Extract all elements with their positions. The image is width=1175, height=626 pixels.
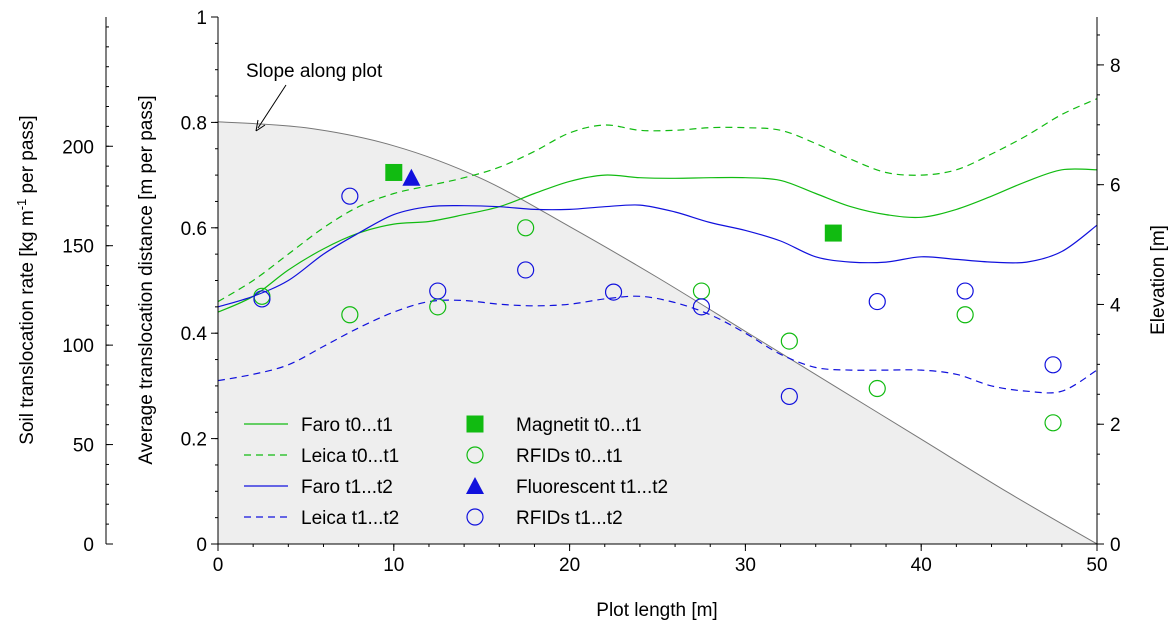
outer-tick-label: 50: [73, 436, 94, 457]
series-7-point-2: [429, 282, 447, 300]
legend-item-2: Faro t1...t2: [244, 477, 393, 498]
series-2: [217, 204, 1098, 308]
series-5-point-1: [341, 306, 359, 324]
series-4: [385, 163, 842, 242]
series-7-point-7: [868, 292, 886, 311]
right-tick-label: 2: [1110, 415, 1121, 436]
slope-annotation: Slope along plot: [246, 61, 383, 82]
x-tick-label: 0: [213, 555, 224, 576]
legend-symbol-6: [466, 477, 484, 494]
series-7-point-9: [1044, 356, 1062, 374]
legend-item-4: Magnetit t0...t1: [466, 415, 642, 436]
annotation-arrow-head: [255, 119, 266, 132]
series-7-point-3: [517, 261, 535, 279]
legend-item-3: Leica t1...t2: [244, 508, 399, 529]
legend-symbol-5: [466, 446, 484, 464]
outer-tick-label: 200: [62, 137, 94, 158]
series-6-point-0: [402, 168, 421, 186]
legend-symbol-4: [466, 415, 484, 433]
right-axis-title: Elevation [m]: [1148, 225, 1169, 335]
series-6: [402, 168, 421, 186]
series-layer: [217, 98, 1098, 432]
legend-item-1: Leica t0...t1: [244, 446, 399, 467]
y-tick-label: 0.8: [181, 113, 207, 134]
series-7-point-8: [956, 282, 974, 300]
slope-line: [217, 121, 1098, 545]
series-7-point-4: [604, 283, 623, 301]
legend-label-5: RFIDs t0...t1: [516, 446, 623, 467]
outer-axis-title-b: per pass]: [17, 115, 38, 198]
legend-label-3: Leica t1...t2: [301, 508, 399, 529]
series-1: [217, 98, 1098, 303]
y-tick-label: 0.2: [181, 430, 207, 451]
series-7-point-5: [692, 298, 711, 316]
series-7-point-6: [780, 387, 798, 406]
x-tick-label: 20: [559, 555, 580, 576]
right-tick-label: 6: [1110, 176, 1121, 197]
right-tick-label: 8: [1110, 56, 1121, 77]
series-5-point-3: [517, 219, 535, 237]
legend-item-5: RFIDs t0...t1: [466, 446, 623, 467]
series-4-point-0: [385, 163, 403, 181]
series-3: [217, 295, 1098, 394]
legend-item-0: Faro t0...t1: [244, 415, 393, 436]
legend-label-4: Magnetit t0...t1: [516, 415, 642, 436]
series-1-line: [217, 98, 1098, 303]
series-5-point-6: [868, 379, 886, 398]
outer-axis-title-a: Soil translocation rate [kg m: [17, 210, 38, 444]
outer-axis-title: Soil translocation rate [kg m-1 per pass…: [14, 115, 38, 444]
series-7-point-0: [253, 290, 271, 308]
series-5-point-5: [780, 332, 798, 350]
x-tick-label: 30: [735, 555, 756, 576]
slope-layer: [217, 121, 1098, 545]
y-axis-title: Average translocation distance [m per pa…: [136, 95, 157, 464]
y-tick-label: 0.4: [181, 324, 208, 345]
y-tick-label: 0: [196, 535, 207, 556]
outer-tick-label: 100: [62, 336, 94, 357]
legend-label-0: Faro t0...t1: [301, 415, 393, 436]
slope-area: [218, 121, 1097, 545]
legend-symbol-7: [466, 508, 484, 526]
right-tick-label: 4: [1110, 295, 1121, 316]
legend-item-7: RFIDs t1...t2: [466, 508, 623, 529]
outer-axis-title-sup: -1: [14, 199, 29, 211]
right-tick-label: 0: [1110, 535, 1121, 556]
x-axis-title: Plot length [m]: [596, 600, 717, 621]
annotation-arrow-shaft: [257, 84, 287, 129]
axes-layer: 00.20.40.60.810 10 20 30 40 50024680501001502…: [62, 8, 1121, 576]
legend-item-6: Fluorescent t1...t2: [466, 477, 668, 498]
legend: Faro t0...t1 Leica t0...t1 Faro t1...t2 Lei…: [244, 415, 668, 529]
x-tick-label: 10: [383, 555, 404, 576]
series-5-point-8: [1044, 414, 1062, 432]
series-4-point-1: [824, 224, 842, 242]
y-tick-label: 0.6: [181, 219, 207, 240]
x-tick-label: 50: [1086, 555, 1107, 576]
legend-label-1: Leica t0...t1: [301, 446, 399, 467]
legend-label-7: RFIDs t1...t2: [516, 508, 623, 529]
outer-tick-label: 150: [62, 237, 94, 258]
x-tick-label: 40: [911, 555, 932, 576]
series-7-point-1: [341, 187, 359, 205]
legend-label-6: Fluorescent t1...t2: [516, 477, 668, 498]
series-3-line: [217, 295, 1098, 394]
series-7: [253, 187, 1062, 406]
series-5-point-4: [692, 282, 711, 300]
outer-tick-label: 0: [83, 535, 94, 556]
series-2-line: [217, 204, 1098, 308]
legend-label-2: Faro t1...t2: [301, 477, 393, 498]
series-5-point-7: [956, 306, 974, 324]
y-tick-label: 1: [196, 8, 207, 29]
